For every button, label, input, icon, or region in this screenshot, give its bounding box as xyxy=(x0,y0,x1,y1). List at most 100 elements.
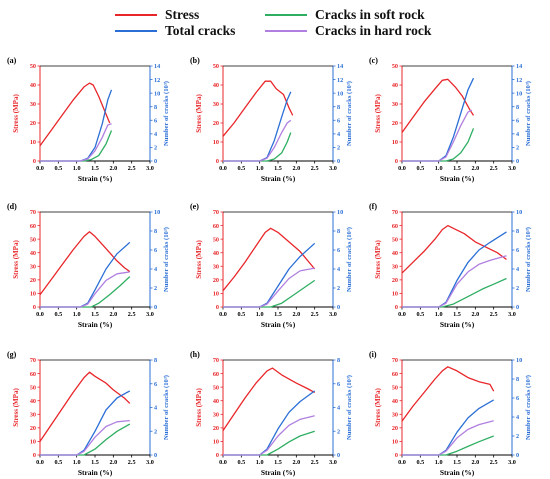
panel-a-x-tick-label: 0.0 xyxy=(36,165,44,172)
panel-f-y-tick-label: 60 xyxy=(392,223,398,230)
panel-a-x-tick-label: 3.0 xyxy=(146,165,154,172)
panel-a-label: (a) xyxy=(7,56,17,65)
panel-a-y-axis-title: Stress (MPa) xyxy=(12,94,20,133)
panel-i-x-tick-label: 3.0 xyxy=(508,459,516,466)
panel-a-y2-tick-label: 2 xyxy=(154,145,157,152)
panel-f-x-tick-label: 1.5 xyxy=(453,311,461,318)
panel-d-y-tick-label: 50 xyxy=(30,236,36,243)
panel-d-y-tick-label: 20 xyxy=(30,277,36,284)
panel-g-y-tick-label: 20 xyxy=(30,425,36,432)
panel-i-series-soft xyxy=(402,435,494,456)
panel-c-series-hard xyxy=(402,109,473,162)
panel-b-y2-tick-label: 14 xyxy=(337,63,343,70)
legend-label-soft-rock: Cracks in soft rock xyxy=(315,7,425,22)
panel-h-y-tick-label: 10 xyxy=(213,439,219,446)
panel-d-y2-tick-label: 8 xyxy=(154,228,157,235)
panel-f-series-hard xyxy=(402,255,507,308)
panel-g-series-stress xyxy=(39,371,131,442)
panel-e-x-axis-title: Strain (%) xyxy=(261,320,296,329)
panel-b-y2-tick-label: 8 xyxy=(337,104,340,111)
panel-d-y-tick-label: 40 xyxy=(30,250,36,257)
panel-f-x-tick-label: 0.0 xyxy=(398,311,406,318)
panel-c-series-stress xyxy=(401,78,475,133)
panel-i-y2-tick-label: 4 xyxy=(516,414,519,421)
panel-e-y2-axis-title: Number of cracks (10³) xyxy=(346,227,353,292)
panel-i-x-tick-label: 2.0 xyxy=(471,459,479,466)
panel-e-x-tick-label: 1.5 xyxy=(274,311,282,318)
panel-h-y-tick-label: 0 xyxy=(216,452,219,459)
panel-e-series-stress xyxy=(222,227,316,292)
panel-b-series-total xyxy=(223,91,292,162)
panel-a-y2-tick-label: 8 xyxy=(154,104,157,111)
panel-c-x-axis-title: Strain (%) xyxy=(440,174,475,183)
panel-e-series-hard xyxy=(223,267,315,308)
panel-c-x-tick-label: 1.5 xyxy=(453,165,461,172)
panel-g-x-tick-label: 3.0 xyxy=(146,459,154,466)
panel-h-x-axis-title: Strain (%) xyxy=(261,468,296,477)
panel-a-y2-tick-label: 0 xyxy=(154,158,157,165)
legend-swatch-stress xyxy=(115,14,157,16)
legend-swatch-total-cracks xyxy=(115,30,157,32)
panel-i-y2-tick-label: 10 xyxy=(516,357,522,364)
panel-a-x-tick-label: 2.5 xyxy=(128,165,136,172)
panel-a-y2-tick-label: 10 xyxy=(154,90,160,97)
panel-f-x-tick-label: 2.5 xyxy=(490,311,498,318)
panel-g-x-tick-label: 2.5 xyxy=(128,459,136,466)
panel-c-x-tick-label: 0.5 xyxy=(416,165,424,172)
panel-g-y2-tick-label: 6 xyxy=(154,381,157,388)
panel-d-y2-tick-label: 10 xyxy=(154,209,160,216)
panel-b-x-tick-label: 2.5 xyxy=(311,165,319,172)
panel-c-y2-tick-label: 14 xyxy=(516,63,522,70)
panel-h-series-soft xyxy=(223,430,315,456)
panel-b-x-axis-title: Strain (%) xyxy=(261,174,296,183)
panel-g-y2-tick-label: 0 xyxy=(154,452,157,459)
panel-a-y2-tick-label: 4 xyxy=(154,131,157,138)
panel-h-y-tick-label: 50 xyxy=(213,384,219,391)
legend-label-hard-rock: Cracks in hard rock xyxy=(315,23,432,38)
panel-f-x-tick-label: 2.0 xyxy=(471,311,479,318)
panel-b-x-tick-label: 3.0 xyxy=(329,165,337,172)
panel-d-y-tick-label: 60 xyxy=(30,223,36,230)
panel-f-x-axis-title: Strain (%) xyxy=(440,320,475,329)
panel-b-y-tick-label: 40 xyxy=(213,82,219,89)
panel-i-y-tick-label: 40 xyxy=(392,398,398,405)
panel-b-y-tick-label: 20 xyxy=(213,120,219,127)
panel-i-y2-axis-title: Number of cracks (10³) xyxy=(525,375,532,440)
panel-f-y2-tick-label: 4 xyxy=(516,266,519,273)
panel-e-x-tick-label: 2.5 xyxy=(311,311,319,318)
panel-c-y-tick-label: 30 xyxy=(392,101,398,108)
panel-c-x-tick-label: 0.0 xyxy=(398,165,406,172)
legend-swatch-hard-rock xyxy=(265,30,307,32)
panel-e-y-tick-label: 0 xyxy=(216,304,219,311)
panel-e-y2-tick-label: 4 xyxy=(337,266,340,273)
panel-e-y-tick-label: 30 xyxy=(213,263,219,270)
panel-f-series-stress xyxy=(401,224,507,274)
panel-b-y2-axis-title: Number of cracks (10³) xyxy=(346,81,353,146)
panel-g-y-tick-label: 40 xyxy=(30,398,36,405)
panel-f-y-tick-label: 30 xyxy=(392,263,398,270)
panel-i-y-tick-label: 70 xyxy=(392,357,398,364)
panel-g-y-axis-title: Stress (MPa) xyxy=(12,388,20,427)
panel-h-y2-axis-title: Number of cracks (10³) xyxy=(346,375,353,440)
panel-b-y2-tick-label: 10 xyxy=(337,90,343,97)
panel-e-y-axis-title: Stress (MPa) xyxy=(195,240,203,279)
panel-d-x-tick-label: 2.5 xyxy=(128,311,136,318)
panel-a-series-hard xyxy=(40,123,112,162)
panel-f-y2-tick-label: 8 xyxy=(516,228,519,235)
panel-f-y-axis-title: Stress (MPa) xyxy=(374,240,382,279)
panel-g-y2-tick-label: 8 xyxy=(154,357,157,364)
panel-g-y-tick-label: 60 xyxy=(30,371,36,378)
panel-a-y-tick-label: 20 xyxy=(30,120,36,127)
panel-c-x-tick-label: 3.0 xyxy=(508,165,516,172)
panel-f-y-tick-label: 40 xyxy=(392,250,398,257)
panel-c-y-tick-label: 20 xyxy=(392,120,398,127)
panel-h-series-total xyxy=(223,390,316,456)
panel-e-y-tick-label: 10 xyxy=(213,291,219,298)
panel-a-x-tick-label: 2.0 xyxy=(109,165,117,172)
panel-g-y-tick-label: 30 xyxy=(30,411,36,418)
panel-b-y2-tick-label: 2 xyxy=(337,145,340,152)
panel-h-y2-tick-label: 0 xyxy=(337,452,340,459)
